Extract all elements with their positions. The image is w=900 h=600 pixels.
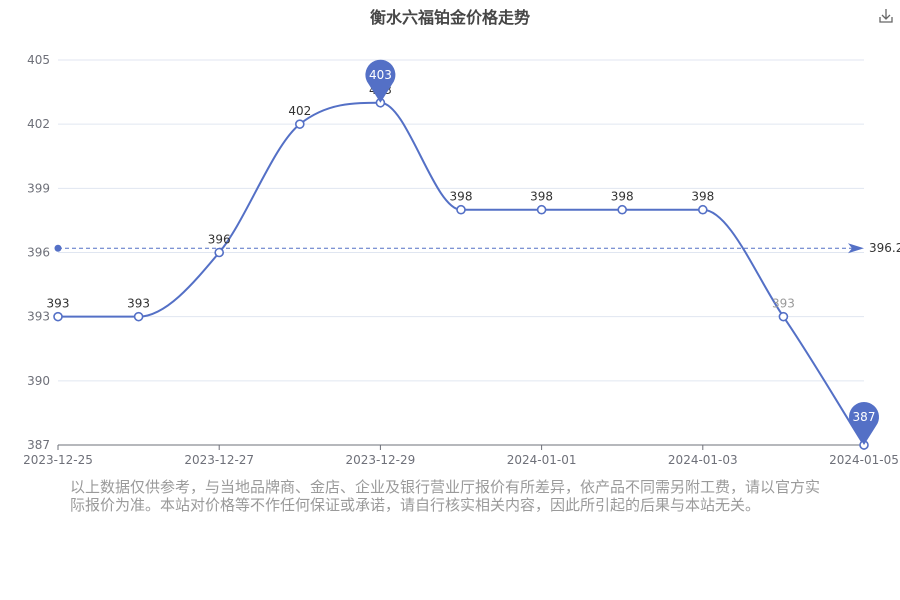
data-point: [133, 311, 144, 322]
data-label: 402: [288, 104, 311, 118]
average-line-start-dot: [54, 244, 62, 252]
data-point: [536, 204, 547, 215]
y-tick-label: 393: [27, 310, 50, 324]
data-label: 398: [611, 190, 634, 204]
x-tick-label: 2023-12-25: [23, 453, 93, 467]
x-tick-label: 2024-01-03: [668, 453, 738, 467]
max-marker-label: 403: [369, 68, 392, 82]
price-series: [58, 101, 865, 446]
y-axis: 387 390 393 396 399 402 405: [27, 53, 50, 452]
data-point: [53, 311, 63, 322]
y-tick-label: 402: [27, 117, 50, 131]
x-tick-label: 2023-12-27: [184, 453, 254, 467]
y-tick-label: 387: [27, 438, 50, 452]
extreme-markers: 403 387: [365, 59, 880, 445]
max-marker-pin: [365, 59, 396, 103]
min-marker-label: 387: [853, 410, 876, 424]
data-labels: 393393396402403398398398398393: [47, 83, 795, 311]
data-label: 398: [530, 190, 553, 204]
average-label: 396.2: [869, 241, 900, 255]
data-point: [294, 119, 305, 129]
data-label: 393: [127, 297, 150, 311]
data-point: [617, 204, 628, 215]
average-line: 396.2: [54, 241, 900, 255]
y-tick-label: 390: [27, 374, 50, 388]
price-line: [58, 101, 865, 446]
min-marker-pin: [849, 402, 880, 445]
data-label: 393: [772, 297, 795, 311]
average-line-arrow: [848, 243, 864, 254]
data-point: [214, 247, 224, 258]
x-tick-label: 2024-01-05: [829, 453, 899, 467]
x-tick-label: 2024-01-01: [507, 453, 577, 467]
data-label: 398: [691, 190, 714, 204]
data-label: 398: [450, 190, 473, 204]
data-point: [778, 311, 789, 322]
data-point: [697, 204, 708, 215]
x-axis: 2023-12-25 2023-12-27 2023-12-29 2024-01-01…: [23, 444, 899, 467]
data-label: 396: [208, 233, 231, 247]
y-tick-label: 396: [27, 246, 50, 260]
data-points: [53, 97, 869, 450]
chart-title: 衡水六福铂金价格走势: [369, 8, 530, 27]
y-tick-label: 399: [27, 181, 50, 195]
data-label: 393: [47, 297, 70, 311]
grid-lines: [58, 59, 864, 382]
y-tick-label: 405: [27, 53, 50, 67]
download-icon[interactable]: [876, 6, 896, 26]
data-point: [456, 204, 466, 215]
disclaimer-text: 以上数据仅供参考，与当地品牌商、金店、企业及银行营业厅报价有所差异，依产品不同需…: [70, 478, 821, 514]
x-tick-label: 2023-12-29: [346, 453, 416, 467]
